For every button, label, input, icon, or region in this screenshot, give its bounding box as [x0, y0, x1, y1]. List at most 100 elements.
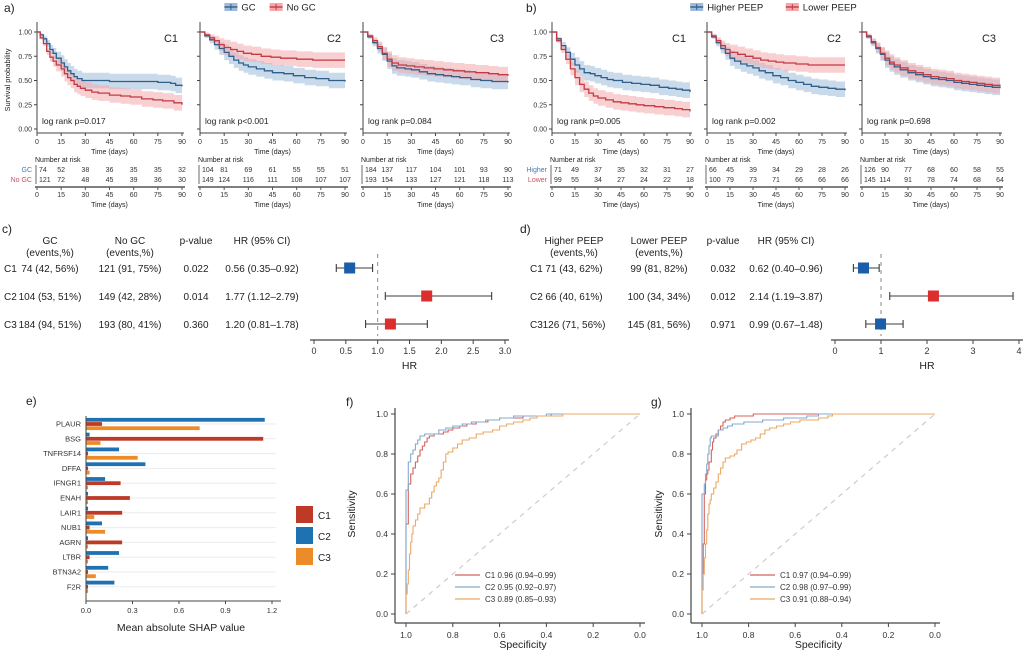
svg-text:32: 32: [178, 167, 186, 174]
svg-text:1: 1: [878, 346, 883, 356]
svg-text:C3: C3: [982, 33, 996, 45]
svg-text:30: 30: [244, 192, 252, 199]
svg-text:74: 74: [950, 177, 958, 184]
svg-text:p-value: p-value: [180, 236, 213, 247]
svg-text:55: 55: [293, 167, 301, 174]
svg-text:15: 15: [881, 192, 889, 199]
svg-text:15: 15: [726, 192, 734, 199]
svg-text:74: 74: [39, 167, 47, 174]
svg-text:0: 0: [198, 192, 202, 199]
svg-text:Lower PEEP: Lower PEEP: [803, 3, 857, 14]
svg-text:C1: C1: [164, 33, 178, 45]
svg-text:30: 30: [407, 139, 415, 146]
svg-text:0.2: 0.2: [587, 630, 599, 640]
svg-text:0.0: 0.0: [376, 609, 388, 619]
svg-text:75: 75: [154, 192, 162, 199]
svg-text:39: 39: [749, 167, 757, 174]
svg-text:1.77 (1.12–2.79): 1.77 (1.12–2.79): [225, 292, 298, 303]
svg-text:HR (95% CI): HR (95% CI): [758, 236, 815, 247]
svg-text:22: 22: [663, 177, 671, 184]
svg-text:0.6: 0.6: [376, 489, 388, 499]
svg-text:0.8: 0.8: [672, 449, 684, 459]
svg-text:C3: C3: [530, 320, 543, 331]
svg-text:66 (40, 61%): 66 (40, 61%): [545, 292, 602, 303]
svg-text:45: 45: [106, 192, 114, 199]
svg-text:C1: C1: [318, 511, 331, 522]
svg-text:117: 117: [406, 167, 417, 174]
svg-text:60: 60: [130, 192, 138, 199]
svg-text:0.3: 0.3: [127, 606, 137, 615]
svg-text:Number at risk: Number at risk: [550, 157, 596, 164]
panel-c-forest-plot: GC(events,%)No GC(events,%)p-value HR (95…: [4, 236, 511, 372]
svg-text:77: 77: [904, 167, 912, 174]
svg-text:0.0: 0.0: [634, 630, 646, 640]
svg-text:0.4: 0.4: [376, 529, 388, 539]
svg-text:74 (42, 56%): 74 (42, 56%): [21, 264, 78, 275]
svg-text:2.0: 2.0: [435, 346, 448, 356]
panel-g-label: g): [651, 395, 662, 409]
svg-text:0: 0: [361, 192, 365, 199]
svg-text:0: 0: [35, 192, 39, 199]
svg-text:0.75: 0.75: [533, 54, 547, 61]
svg-text:69: 69: [244, 167, 252, 174]
svg-text:30: 30: [81, 192, 89, 199]
svg-text:0.0: 0.0: [929, 630, 941, 640]
svg-text:30: 30: [178, 177, 186, 184]
svg-text:28: 28: [818, 167, 826, 174]
svg-text:Higher PEEP: Higher PEEP: [545, 236, 604, 247]
svg-text:90: 90: [686, 192, 694, 199]
svg-text:Sensitivity: Sensitivity: [346, 490, 358, 538]
svg-text:30: 30: [244, 139, 252, 146]
svg-text:0.5: 0.5: [340, 346, 353, 356]
svg-text:AGRN: AGRN: [59, 538, 81, 547]
panel-a-label: a): [4, 1, 15, 15]
svg-text:52: 52: [57, 167, 65, 174]
svg-text:Time (days): Time (days): [91, 149, 128, 156]
svg-text:75: 75: [663, 192, 671, 199]
svg-text:48: 48: [81, 177, 89, 184]
panel-d-forest-plot: Higher PEEP(events,%)Lower PEEP(events,%…: [530, 236, 1023, 372]
svg-text:73: 73: [749, 177, 757, 184]
svg-text:75: 75: [480, 139, 488, 146]
svg-text:Time (days): Time (days): [254, 149, 291, 156]
svg-text:ENAH: ENAH: [60, 494, 81, 503]
svg-text:61: 61: [269, 167, 277, 174]
svg-text:90: 90: [504, 167, 512, 174]
svg-text:99: 99: [554, 177, 562, 184]
svg-text:45: 45: [927, 192, 935, 199]
svg-text:104 (53, 51%): 104 (53, 51%): [19, 292, 82, 303]
svg-text:LTBR: LTBR: [62, 553, 81, 562]
svg-text:log rank p=0.002: log rank p=0.002: [712, 116, 776, 126]
svg-text:107: 107: [339, 177, 351, 184]
svg-text:0.00: 0.00: [533, 127, 547, 134]
svg-text:51: 51: [341, 167, 349, 174]
svg-text:60: 60: [293, 192, 301, 199]
svg-text:126 (71, 56%): 126 (71, 56%): [543, 320, 606, 331]
svg-text:30: 30: [749, 139, 757, 146]
svg-text:90: 90: [996, 139, 1004, 146]
svg-text:Time (days): Time (days): [758, 149, 795, 156]
svg-text:log rank p=0.698: log rank p=0.698: [867, 116, 931, 126]
svg-text:0.62 (0.40–0.96): 0.62 (0.40–0.96): [749, 264, 822, 275]
svg-text:C1 0.96 (0.94–0.99): C1 0.96 (0.94–0.99): [485, 571, 556, 580]
svg-text:81: 81: [220, 167, 228, 174]
svg-text:184 (94, 51%): 184 (94, 51%): [19, 320, 82, 331]
svg-text:30: 30: [904, 139, 912, 146]
svg-text:35: 35: [617, 167, 625, 174]
svg-text:71: 71: [554, 167, 562, 174]
svg-text:137: 137: [381, 167, 393, 174]
svg-text:0.2: 0.2: [376, 569, 388, 579]
svg-text:66: 66: [795, 177, 803, 184]
svg-text:34: 34: [772, 167, 780, 174]
svg-text:0.6: 0.6: [789, 630, 801, 640]
svg-text:C3: C3: [318, 553, 331, 564]
svg-text:121 (91, 75%): 121 (91, 75%): [99, 264, 162, 275]
svg-text:2.14 (1.19–3.87): 2.14 (1.19–3.87): [749, 292, 822, 303]
svg-text:145 (81, 56%): 145 (81, 56%): [628, 320, 691, 331]
svg-text:149: 149: [202, 177, 214, 184]
svg-text:C1 0.97 (0.94–0.99): C1 0.97 (0.94–0.99): [780, 571, 851, 580]
svg-text:60: 60: [795, 192, 803, 199]
svg-text:121: 121: [39, 177, 51, 184]
svg-text:39: 39: [130, 177, 138, 184]
svg-text:145: 145: [864, 177, 876, 184]
